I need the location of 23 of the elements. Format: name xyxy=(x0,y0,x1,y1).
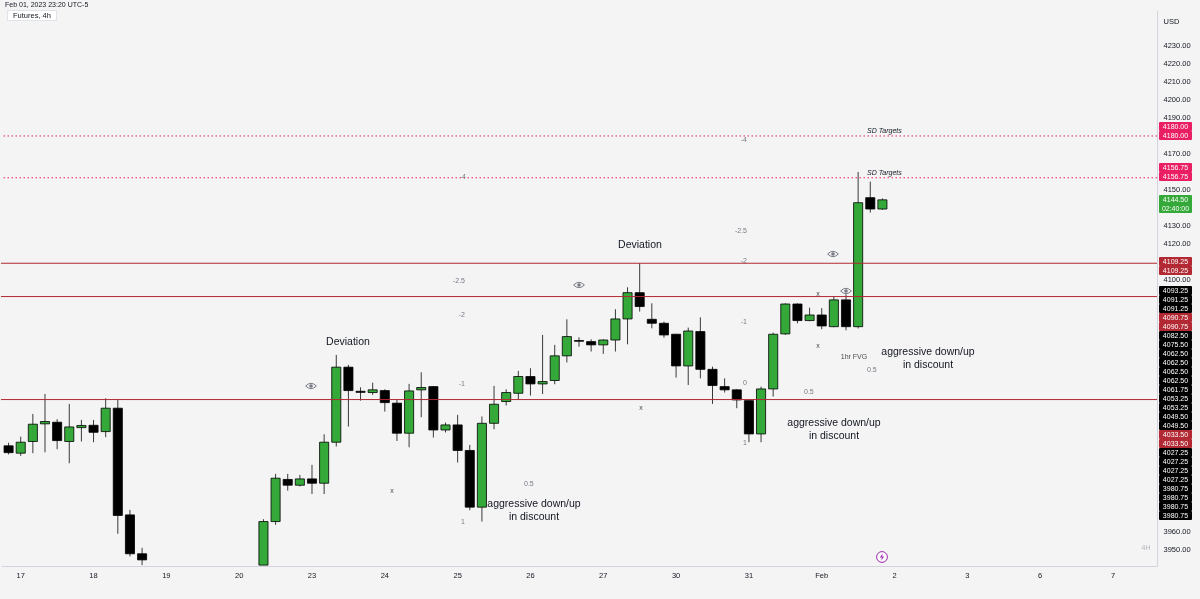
annotation: Deviation xyxy=(618,238,663,250)
candlestick xyxy=(561,318,572,363)
candlestick xyxy=(489,385,499,430)
candlestick xyxy=(27,413,38,454)
candlestick xyxy=(307,464,317,495)
annotation: aggressive down/up in discount xyxy=(487,496,581,522)
annotation: Deviation xyxy=(326,335,371,347)
candlestick xyxy=(379,388,390,413)
annotation: aggressive down/up in discount xyxy=(787,415,881,441)
candlestick xyxy=(343,364,354,428)
candlestick xyxy=(816,307,827,330)
candlestick xyxy=(137,547,148,566)
candlestick xyxy=(574,336,584,348)
candlestick xyxy=(416,371,427,418)
candlestick xyxy=(865,181,876,214)
candlestick xyxy=(586,338,597,353)
candlestick xyxy=(52,418,63,450)
candlestick xyxy=(64,403,75,464)
candlestick xyxy=(646,302,657,329)
candlestick xyxy=(15,436,26,457)
candlestick xyxy=(731,388,742,409)
candlestick xyxy=(40,393,50,453)
annotation: aggressive down/up in discount xyxy=(881,344,975,370)
